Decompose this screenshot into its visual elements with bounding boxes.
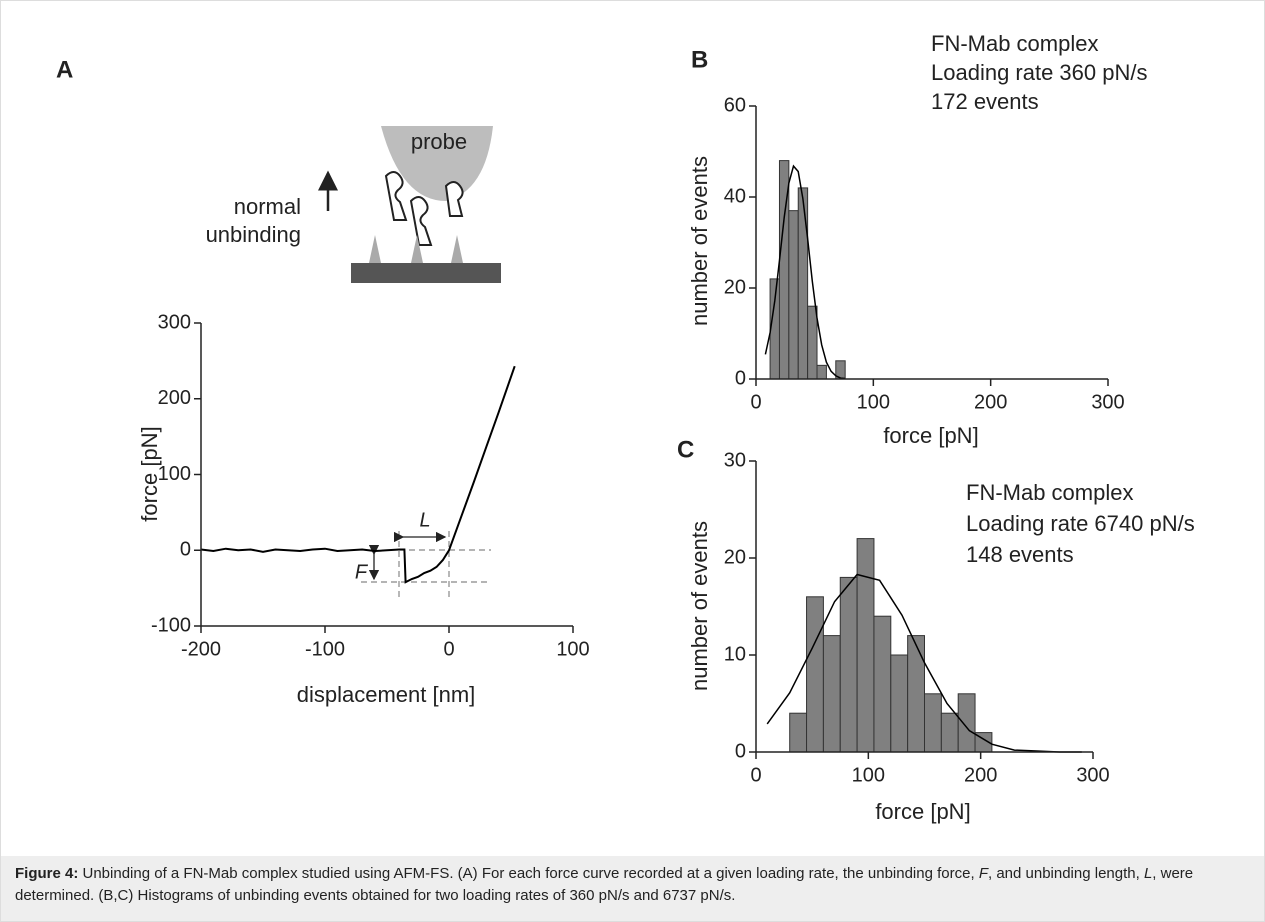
y-tick-label: -100 xyxy=(151,614,191,636)
bar xyxy=(822,635,841,753)
y-tick-label: 0 xyxy=(735,740,746,762)
bar xyxy=(940,712,959,753)
caption-label: Figure 4: xyxy=(15,865,79,882)
y-tick-label: 200 xyxy=(158,387,191,409)
annotation: 172 events xyxy=(931,89,1039,114)
fit-curve xyxy=(764,164,846,380)
y-axis-title: number of events xyxy=(687,156,712,326)
y-tick-label: 300 xyxy=(158,311,191,333)
x-tick-label: 300 xyxy=(1091,391,1124,413)
y-tick-label: 20 xyxy=(724,276,746,298)
caption-text: , and unbinding length, xyxy=(987,865,1144,882)
caption-text: F xyxy=(978,865,988,882)
y-tick-label: 10 xyxy=(724,643,746,665)
panel-letter: A xyxy=(56,56,73,83)
x-tick-label: -100 xyxy=(305,638,345,660)
x-tick-label: 0 xyxy=(750,764,761,786)
panel-letter: B xyxy=(691,46,708,73)
bar xyxy=(856,538,875,753)
molecules xyxy=(384,171,464,246)
x-tick-label: 0 xyxy=(443,638,454,660)
bar xyxy=(806,596,824,753)
data-line xyxy=(200,365,516,584)
probe-label: probe xyxy=(411,129,467,154)
x-tick-label: 200 xyxy=(964,764,997,786)
x-tick-label: 100 xyxy=(556,638,589,660)
receptors xyxy=(369,235,463,263)
x-tick-label: 100 xyxy=(852,764,885,786)
panel-letter: C xyxy=(677,436,694,463)
x-axis-title: displacement [nm] xyxy=(297,682,476,707)
bar xyxy=(924,693,942,753)
x-tick-label: 0 xyxy=(750,391,761,413)
y-tick-label: 20 xyxy=(724,546,746,568)
y-tick-label: 0 xyxy=(735,367,746,389)
bar xyxy=(839,576,858,753)
direction-label: unbinding xyxy=(206,222,301,247)
bar xyxy=(789,712,808,753)
bar xyxy=(788,210,799,380)
caption-text: Unbinding of a FN-Mab complex studied us… xyxy=(78,865,979,882)
y-axis-title: force [pN] xyxy=(137,426,162,521)
bar xyxy=(957,693,976,753)
direction-label: normal xyxy=(234,194,301,219)
x-axis-title: force [pN] xyxy=(883,423,978,448)
x-tick-label: -200 xyxy=(181,638,221,660)
x-tick-label: 200 xyxy=(974,391,1007,413)
bar xyxy=(797,187,809,380)
bar xyxy=(769,278,780,380)
x-tick-label: 300 xyxy=(1076,764,1109,786)
schematic: probe normal unbinding xyxy=(206,126,501,283)
caption-text: , were determined. (B,C) Histograms of u… xyxy=(15,865,1194,904)
surface xyxy=(351,263,501,283)
caption: Figure 4: Unbinding of a FN-Mab complex … xyxy=(1,856,1264,921)
probe-shape xyxy=(381,126,493,201)
bar xyxy=(907,635,926,753)
fit-curve xyxy=(766,573,1082,753)
y-tick-label: 30 xyxy=(724,449,746,471)
bar xyxy=(807,305,818,380)
y-tick-label: 60 xyxy=(724,94,746,116)
annotation: Loading rate 360 pN/s xyxy=(931,60,1148,85)
annotation: FN-Mab complex xyxy=(931,31,1098,56)
bar xyxy=(873,615,892,753)
x-axis-title: force [pN] xyxy=(875,799,970,824)
annotation: 148 events xyxy=(966,542,1074,567)
y-tick-label: 100 xyxy=(158,463,191,485)
bar xyxy=(816,364,827,380)
figure-graphics: A B C probe normal unbinding force [pN] … xyxy=(56,31,1195,824)
y-tick-label: 0 xyxy=(180,539,191,561)
x-tick-label: 100 xyxy=(857,391,890,413)
y-axis-title: number of events xyxy=(687,521,712,691)
caption-text: L xyxy=(1143,865,1153,882)
annotation: L xyxy=(419,509,430,531)
annotation: Loading rate 6740 pN/s xyxy=(966,511,1195,536)
annotation: F xyxy=(355,561,369,583)
annotation: FN-Mab complex xyxy=(966,480,1133,505)
y-tick-label: 40 xyxy=(724,185,746,207)
bar xyxy=(890,654,909,753)
